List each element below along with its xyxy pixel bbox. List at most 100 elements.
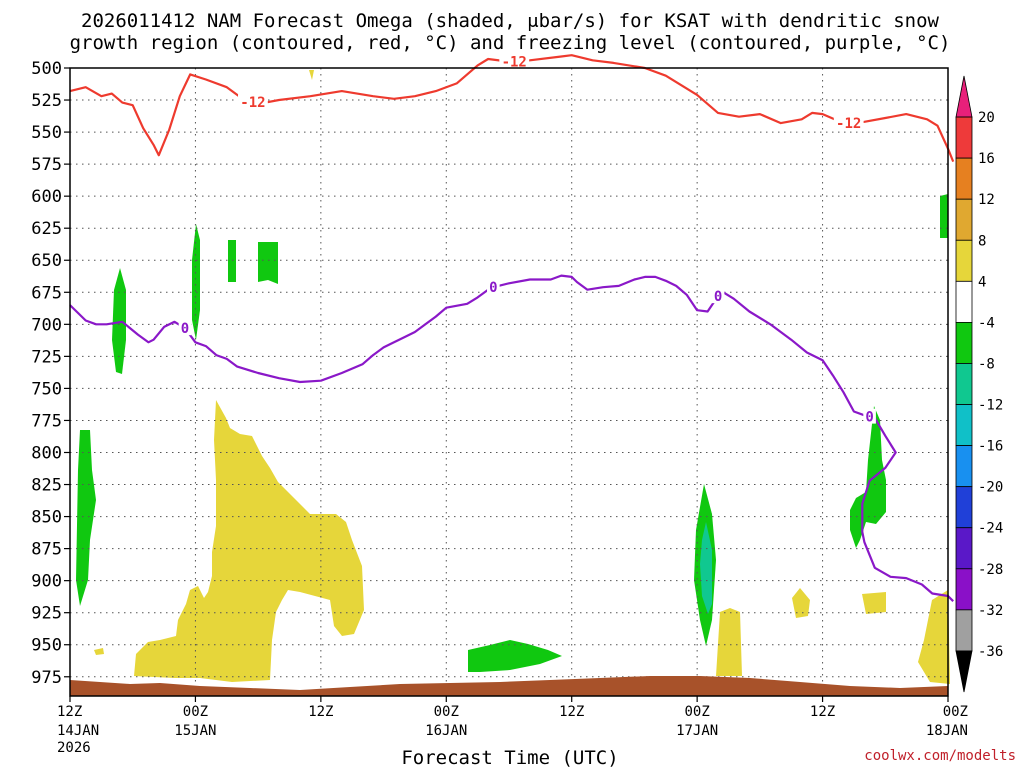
colorbar-label--12: -12: [978, 398, 1003, 414]
contour-label-bg: [863, 408, 876, 424]
colorbar-segment-2: [955, 198, 973, 241]
colorbar-segment-9: [955, 486, 973, 529]
y-tick-label-550: 550: [31, 123, 62, 143]
colorbar-top-triangle: [955, 75, 973, 118]
colorbar-segment-0: [955, 116, 973, 159]
x-tick-year-0: 2026: [57, 740, 91, 756]
contour-label-text: -12: [836, 116, 861, 132]
colorbar-segment-8: [955, 445, 973, 488]
colorbar-label-12: 12: [978, 192, 995, 208]
y-tick-label-650: 650: [31, 251, 62, 271]
colorbar: 20 16 12 8 4 -4 -8 -12 -16 -20 -24 -28 -32 -36: [955, 75, 1003, 693]
colorbar-segment-4: [955, 280, 973, 323]
y-tick-label-625: 625: [31, 219, 62, 239]
colorbar-label--24: -24: [978, 521, 1003, 537]
y-tick-label-600: 600: [31, 187, 62, 207]
contour-label-0-2: -12: [833, 114, 864, 132]
colorbar-label--28: -28: [978, 562, 1003, 578]
y-tick-label-925: 925: [31, 604, 62, 624]
y-tick-label-675: 675: [31, 283, 62, 303]
contour-label-bg: [238, 94, 268, 110]
colorbar-label-4: 4: [978, 274, 986, 290]
colorbar-label--16: -16: [978, 439, 1003, 455]
omega-shade-teal-17jan: [700, 522, 712, 614]
contour-label-bg: [499, 53, 530, 69]
x-tick-time-2: 12Z: [308, 704, 333, 720]
omega-shade-green-small-2: [258, 242, 278, 284]
colorbar-label--8: -8: [978, 356, 995, 372]
contour-label-text: 0: [181, 321, 189, 337]
contour-label-1-3: 0: [863, 408, 876, 426]
x-tick-time-0: 12Z: [57, 704, 82, 720]
colorbar-label--20: -20: [978, 480, 1003, 496]
colorbar-segment-11: [955, 568, 973, 611]
x-tick-time-6: 12Z: [810, 704, 835, 720]
y-tick-label-875: 875: [31, 540, 62, 560]
colorbar-label--32: -32: [978, 603, 1003, 619]
y-tick-label-850: 850: [31, 508, 62, 528]
grid: [70, 68, 948, 696]
chart-title-line-1: 2026011412 NAM Forecast Omega (shaded, μ…: [81, 10, 939, 32]
x-tick-date-3: 16JAN: [425, 723, 467, 739]
omega-shading: [76, 70, 950, 684]
x-tick-time-1: 00Z: [183, 704, 208, 720]
y-tick-label-750: 750: [31, 379, 62, 399]
x-tick-date-5: 17JAN: [676, 723, 718, 739]
colorbar-segment-12: [955, 609, 973, 652]
omega-shade-yellow-main: [134, 400, 364, 682]
contour-label-1-1: 0: [487, 279, 500, 296]
x-tick-date-1: 15JAN: [174, 723, 216, 739]
y-tick-label-950: 950: [31, 636, 62, 656]
x-axis-label: Forecast Time (UTC): [401, 747, 618, 768]
y-tick-label-700: 700: [31, 315, 62, 335]
y-tick-label-825: 825: [31, 476, 62, 496]
contour-label-1-0: 0: [178, 320, 192, 337]
contour-label-text: -12: [240, 95, 265, 111]
contour-label-0-1: -12: [499, 53, 530, 70]
omega-shade-yellow-patch-1: [792, 588, 810, 618]
omega-shade-yellow-dot-2: [309, 70, 314, 80]
omega-shade-yellow-patch-2: [862, 592, 886, 614]
colorbar-label-8: 8: [978, 233, 986, 249]
colorbar-segment-5: [955, 321, 973, 364]
colorbar-label-20: 20: [978, 110, 995, 126]
colorbar-segment-3: [955, 239, 973, 282]
omega-shade-green-left: [76, 430, 96, 606]
y-tick-label-975: 975: [31, 668, 62, 688]
omega-shade-green-600: [192, 224, 200, 340]
y-tick-label-900: 900: [31, 572, 62, 592]
x-tick-time-3: 00Z: [434, 704, 459, 720]
contour-label-bg: [487, 279, 500, 295]
terrain-ground: [70, 676, 948, 696]
contour-label-text: 0: [714, 289, 722, 305]
x-tick-time-5: 00Z: [684, 704, 709, 720]
y-tick-label-525: 525: [31, 91, 62, 111]
contour-line-1: [69, 274, 954, 602]
chart-title-line-2: growth region (contoured, red, °C) and f…: [70, 32, 951, 54]
colorbar-label-16: 16: [978, 151, 995, 167]
y-tick-label-775: 775: [31, 411, 62, 431]
omega-shade-green-650: [112, 268, 126, 374]
colorbar-segment-10: [955, 527, 973, 570]
omega-shade-green-right: [850, 406, 886, 548]
x-tick-time-7: 00Z: [943, 704, 968, 720]
omega-shade-yellow-17jan: [716, 608, 742, 676]
colorbar-segment-1: [955, 157, 973, 200]
colorbar-bottom-triangle: [955, 650, 973, 693]
y-tick-label-800: 800: [31, 443, 62, 463]
omega-shade-yellow-right-edge: [918, 590, 950, 684]
colorbar-label--4: -4: [978, 315, 995, 331]
omega-shade-green-right-edge: [940, 194, 948, 238]
omega-shade-green-950: [468, 640, 562, 672]
contour-label-bg: [833, 114, 864, 130]
contour-label-bg: [711, 288, 725, 304]
y-tick-label-500: 500: [31, 59, 62, 79]
contour-lines: -12 -12 -12 0 0 0 0: [69, 53, 955, 602]
contour-label-text: 0: [489, 280, 497, 296]
colorbar-segment-7: [955, 404, 973, 446]
plot-frame: [69, 67, 949, 697]
contour-label-0-0: -12: [238, 94, 268, 111]
contour-line-0: [69, 54, 955, 163]
